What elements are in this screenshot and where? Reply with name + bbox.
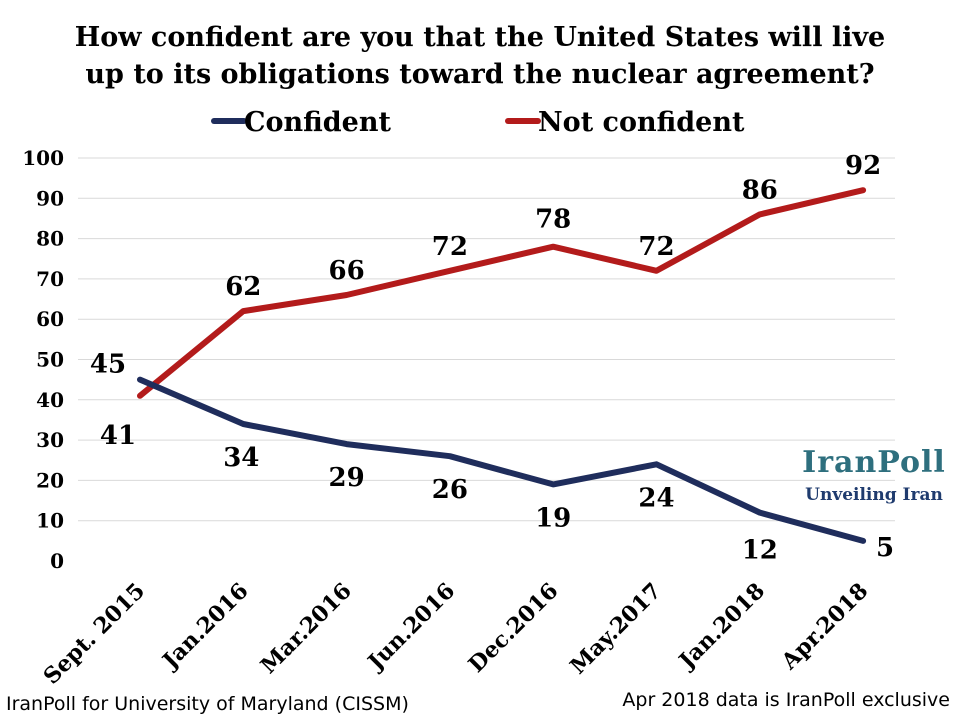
x-tick-label: Sept. 2015 xyxy=(39,578,151,690)
x-tick-label: Dec.2016 xyxy=(463,578,563,678)
data-label-confident: 45 xyxy=(90,350,126,380)
x-tick-label: Apr.2018 xyxy=(776,578,874,676)
y-tick-label: 90 xyxy=(36,186,64,210)
iranpoll-logo: IranPoll Unveiling Iran xyxy=(802,445,946,505)
y-tick-label: 0 xyxy=(50,549,64,573)
y-axis: 0 10 20 30 40 50 60 70 80 90 100 xyxy=(22,146,64,573)
chart-title-line-2: up to its obligations toward the nuclear… xyxy=(85,59,874,90)
data-labels: 45 34 29 26 19 24 12 5 41 62 66 72 78 72 86 92 xyxy=(90,151,894,565)
x-tick-label: Mar.2016 xyxy=(256,578,357,679)
y-tick-label: 20 xyxy=(36,468,64,492)
legend-label-not-confident: Not confident xyxy=(538,107,745,138)
data-label-confident: 34 xyxy=(223,443,259,473)
y-tick-label: 40 xyxy=(36,388,64,412)
y-tick-label: 80 xyxy=(36,227,64,251)
legend: Confident Not confident xyxy=(211,107,745,138)
data-label-confident: 12 xyxy=(742,536,778,566)
gridlines xyxy=(78,157,895,522)
y-tick-label: 30 xyxy=(36,428,64,452)
series-line-confident xyxy=(137,376,867,544)
data-label-not-confident: 41 xyxy=(100,421,136,451)
data-label-confident: 29 xyxy=(329,463,365,493)
data-label-not-confident: 78 xyxy=(535,205,571,235)
data-label-not-confident: 86 xyxy=(742,175,778,205)
y-tick-label: 60 xyxy=(36,307,64,331)
y-tick-label: 10 xyxy=(36,509,64,533)
chart-title-line-1: How confident are you that the United St… xyxy=(75,22,885,53)
data-label-not-confident: 62 xyxy=(225,272,261,302)
data-label-not-confident: 66 xyxy=(329,256,365,286)
data-label-not-confident: 92 xyxy=(845,151,881,181)
data-label-confident: 26 xyxy=(432,475,468,505)
data-label-confident: 5 xyxy=(876,533,894,563)
y-tick-label: 50 xyxy=(36,348,64,372)
y-tick-label: 100 xyxy=(22,146,64,170)
x-axis: Sept. 2015 Jan.2016 Mar.2016 Jun.2016 Dec.20… xyxy=(39,578,874,690)
brand-tagline: Unveiling Iran xyxy=(805,485,943,505)
exclusive-note: Apr 2018 data is IranPoll exclusive xyxy=(622,689,950,711)
source-note: IranPoll for University of Maryland (CIS… xyxy=(6,693,409,715)
x-tick-label: Jan.2018 xyxy=(673,578,770,675)
data-label-confident: 19 xyxy=(535,503,571,533)
data-label-not-confident: 72 xyxy=(638,232,674,262)
data-label-confident: 24 xyxy=(638,483,674,513)
legend-label-confident: Confident xyxy=(244,107,391,138)
y-tick-label: 70 xyxy=(36,267,64,291)
x-tick-label: Jun.2016 xyxy=(362,578,460,676)
series-lines xyxy=(137,187,867,544)
series-line-not-confident xyxy=(137,187,867,399)
x-tick-label: Jan.2016 xyxy=(156,578,253,675)
data-label-not-confident: 72 xyxy=(432,232,468,262)
x-tick-label: May.2017 xyxy=(565,578,667,680)
brand-name: IranPoll xyxy=(802,445,946,480)
